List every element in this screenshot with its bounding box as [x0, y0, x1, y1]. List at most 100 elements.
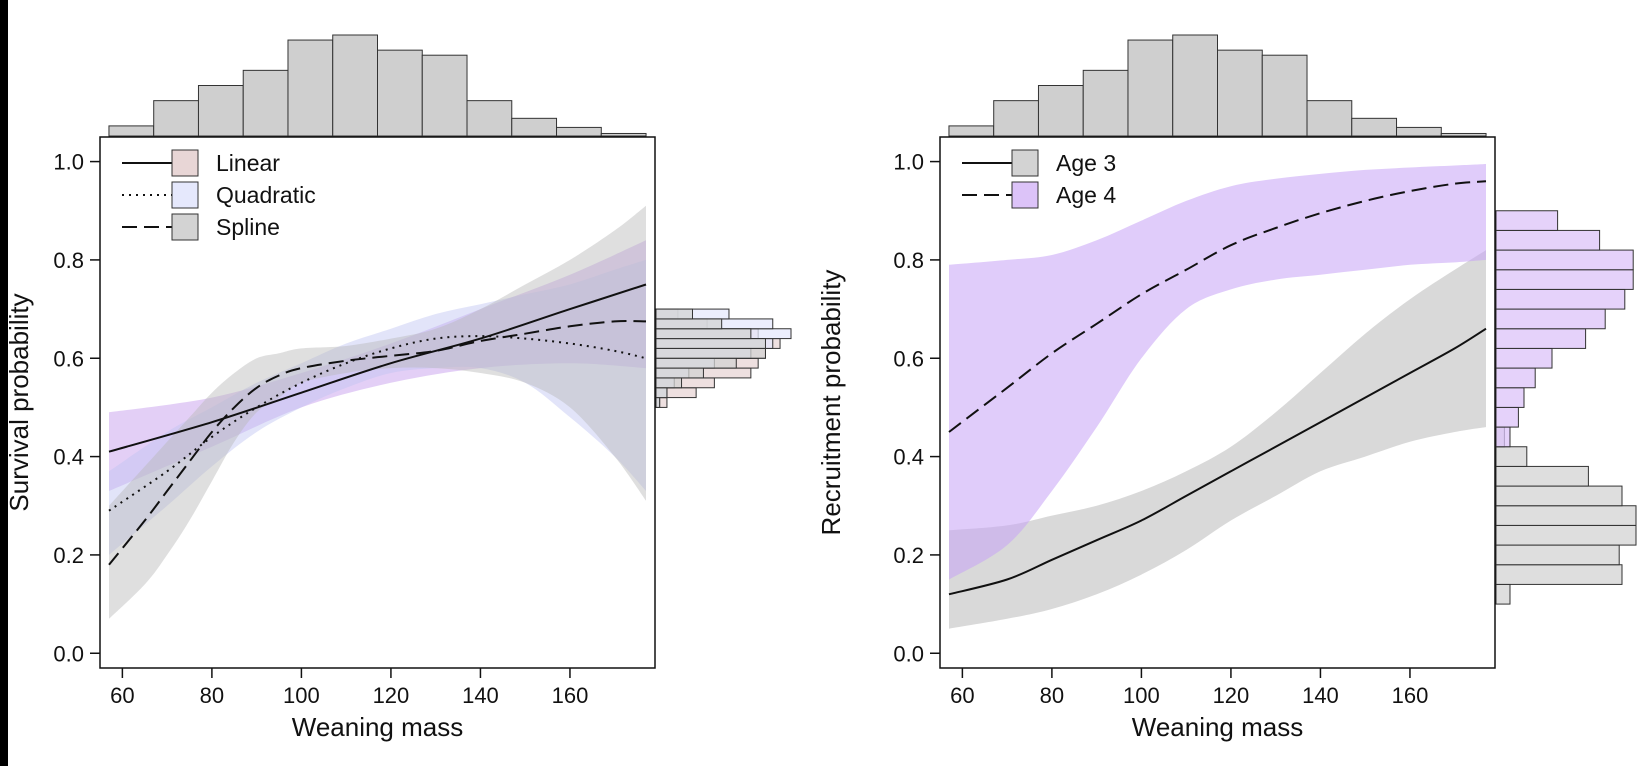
top-histogram-bar [600, 132, 647, 137]
y-tick-label: 0.0 [893, 641, 924, 666]
side-histogram-bar [1495, 465, 1589, 487]
side-histogram-bar [1495, 328, 1587, 349]
plot-frame [939, 136, 1496, 669]
x-tick-label: 160 [1392, 683, 1429, 708]
side-histogram-bar [1495, 249, 1634, 271]
legend-label: Age 3 [1056, 150, 1116, 176]
confidence-band-age-4 [949, 164, 1486, 580]
legend-swatch [1011, 181, 1039, 209]
top-histogram-bar [993, 100, 1039, 137]
fit-line-quadratic [108, 335, 647, 512]
side-histogram-bar [655, 367, 704, 379]
top-histogram-bar [1351, 117, 1398, 137]
fit-line-age-3 [948, 327, 1487, 596]
side-histogram-bar [1495, 288, 1626, 310]
side-histogram-bar [655, 357, 737, 369]
fit-line-age-4 [948, 180, 1487, 433]
legend-swatch [171, 181, 199, 209]
legend-label: Quadratic [216, 182, 316, 208]
y-tick-label: 0.6 [893, 346, 924, 371]
top-histogram-bar [377, 49, 423, 137]
x-tick-label: 60 [950, 683, 974, 708]
legend-swatch [171, 213, 199, 241]
survival-panel: 60 80 100 120 140 160 0.0 0.2 0.4 0.6 0.8 1.0 Weanin… [4, 34, 792, 742]
x-tick-label: 80 [1040, 683, 1064, 708]
side-histogram-bar [655, 338, 766, 349]
top-histogram-bar [556, 126, 602, 137]
x-tick-label: 100 [1123, 683, 1160, 708]
legend-label: Spline [216, 214, 280, 240]
side-histogram-bar [1495, 505, 1637, 526]
confidence-band-spline [109, 205, 646, 619]
y-tick-label: 1.0 [53, 150, 84, 175]
confidence-band-age-3 [949, 250, 1486, 629]
top-histogram-bar [287, 39, 334, 137]
y-tick-label: 0.6 [53, 346, 84, 371]
side-histogram-bar [1495, 210, 1559, 231]
x-axis-title: Weaning mass [292, 712, 464, 742]
y-tick-label: 0.8 [53, 248, 84, 273]
side-histogram-bar [1495, 347, 1553, 369]
side-histogram-bar [1495, 426, 1511, 448]
y-tick-label: 0.4 [53, 445, 84, 470]
y-tick-label: 0.0 [53, 641, 84, 666]
legend-swatch [171, 149, 199, 177]
left-edge-bar [0, 0, 8, 766]
side-histogram-bar [1495, 446, 1528, 467]
y-tick-label: 0.8 [893, 248, 924, 273]
fit-line-linear [108, 283, 647, 453]
x-tick-label: 140 [1302, 683, 1339, 708]
x-tick-label: 80 [200, 683, 224, 708]
top-histogram-bar [1396, 126, 1442, 137]
side-histogram-bar [655, 328, 752, 340]
side-histogram-bar [1495, 524, 1637, 546]
top-histogram-bar [1261, 54, 1308, 137]
side-histogram-bar [1495, 229, 1601, 251]
x-tick-label: 60 [110, 683, 134, 708]
side-histogram-bar [1495, 406, 1519, 428]
side-histogram-bar [1495, 485, 1623, 507]
y-tick-label: 0.2 [53, 543, 84, 568]
y-tick-label: 0.4 [893, 445, 924, 470]
top-histogram-bar [242, 69, 289, 137]
top-histogram-bar [466, 100, 513, 137]
top-histogram-bar [1082, 69, 1129, 137]
side-histogram-bar [655, 318, 723, 330]
top-histogram-bar [108, 125, 155, 137]
x-axis-title: Weaning mass [1132, 712, 1304, 742]
top-histogram-bar [421, 54, 468, 137]
top-histogram-bar [1127, 39, 1174, 137]
side-histogram-bar [1495, 367, 1536, 389]
confidence-band-linear [109, 240, 646, 491]
side-histogram-bar [655, 377, 683, 389]
side-histogram-bar [655, 347, 766, 359]
side-histogram-bar [655, 397, 661, 408]
top-histogram-bar [1217, 49, 1263, 137]
top-histogram-bar [511, 117, 558, 137]
side-histogram-bar [655, 387, 668, 399]
side-histogram-bar [1495, 564, 1623, 585]
y-tick-label: 0.2 [893, 543, 924, 568]
top-histogram-bar [153, 100, 199, 137]
x-tick-label: 100 [283, 683, 320, 708]
top-histogram-bar [948, 125, 995, 137]
legend-label: Linear [216, 150, 280, 176]
fit-line-spline [108, 320, 647, 566]
side-histogram-bar [1495, 269, 1634, 290]
y-axis-title: Survival probability [4, 293, 34, 511]
side-histogram-bar [1495, 308, 1606, 330]
top-histogram-bar [1172, 34, 1219, 137]
side-histogram-bar [1495, 544, 1620, 566]
plot-frame [99, 136, 656, 669]
x-tick-label: 160 [552, 683, 589, 708]
side-histogram-bar [1495, 583, 1511, 605]
y-axis-title: Recruitment probability [816, 270, 846, 536]
top-histogram-bar [1440, 132, 1487, 137]
top-histogram-bar [1037, 85, 1084, 137]
x-tick-label: 120 [373, 683, 410, 708]
side-histogram-bar [1495, 387, 1525, 408]
x-tick-label: 140 [462, 683, 499, 708]
top-histogram-bar [197, 85, 244, 137]
recruitment-panel: 60 80 100 120 140 160 0.0 0.2 0.4 0.6 0.8 1.0 Weanin… [816, 34, 1637, 742]
